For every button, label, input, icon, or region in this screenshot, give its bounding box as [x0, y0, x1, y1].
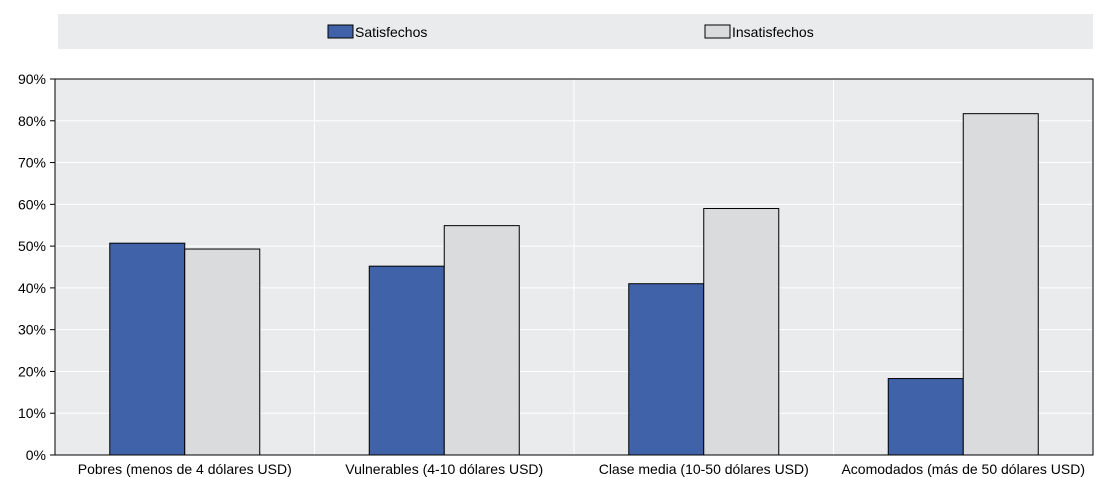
y-tick-label: 90%: [18, 71, 46, 87]
legend-label-satisfechos: Satisfechos: [355, 24, 427, 40]
bar-insatisfechos-0: [184, 248, 261, 456]
y-tick-label: 70%: [18, 155, 46, 171]
legend-swatch-satisfechos: [327, 24, 354, 39]
bar-insatisfechos-3: [962, 113, 1039, 456]
y-tick-label: 50%: [18, 238, 46, 254]
plot-border: [54, 78, 1094, 456]
legend-band: [58, 14, 1093, 49]
x-tick-label: Pobres (menos de 4 dólares USD): [78, 461, 292, 477]
y-tick-label: 20%: [18, 363, 46, 379]
bars: [109, 113, 1039, 456]
legend-swatch-insatisfechos: [704, 24, 731, 39]
bar-satisfechos-0: [109, 242, 186, 456]
legend-item-insatisfechos: Insatisfechos: [704, 24, 814, 40]
x-tick-label: Acomodados (más de 50 dólares USD): [841, 461, 1085, 477]
y-axis: 0% 10% 20% 30% 40% 50% 60% 70% 80% 90%: [18, 71, 55, 463]
y-tick-label: 30%: [18, 322, 46, 338]
y-tick-label: 0%: [26, 447, 46, 463]
bar-satisfechos-3: [887, 378, 964, 456]
bar-insatisfechos-2: [703, 208, 780, 456]
legend-label-insatisfechos: Insatisfechos: [732, 24, 814, 40]
bar-insatisfechos-1: [443, 225, 520, 456]
y-tick-label: 40%: [18, 280, 46, 296]
x-tick-label: Clase media (10-50 dólares USD): [599, 461, 809, 477]
bar-satisfechos-1: [368, 265, 445, 456]
x-tick-label: Vulnerables (4-10 dólares USD): [345, 461, 543, 477]
y-tick-label: 80%: [18, 113, 46, 129]
legend-item-satisfechos: Satisfechos: [327, 24, 427, 40]
y-tick-label: 60%: [18, 196, 46, 212]
x-axis: Pobres (menos de 4 dólares USD) Vulnerabl…: [78, 461, 1085, 477]
bar-satisfechos-2: [628, 283, 705, 456]
y-tick-label: 10%: [18, 405, 46, 421]
